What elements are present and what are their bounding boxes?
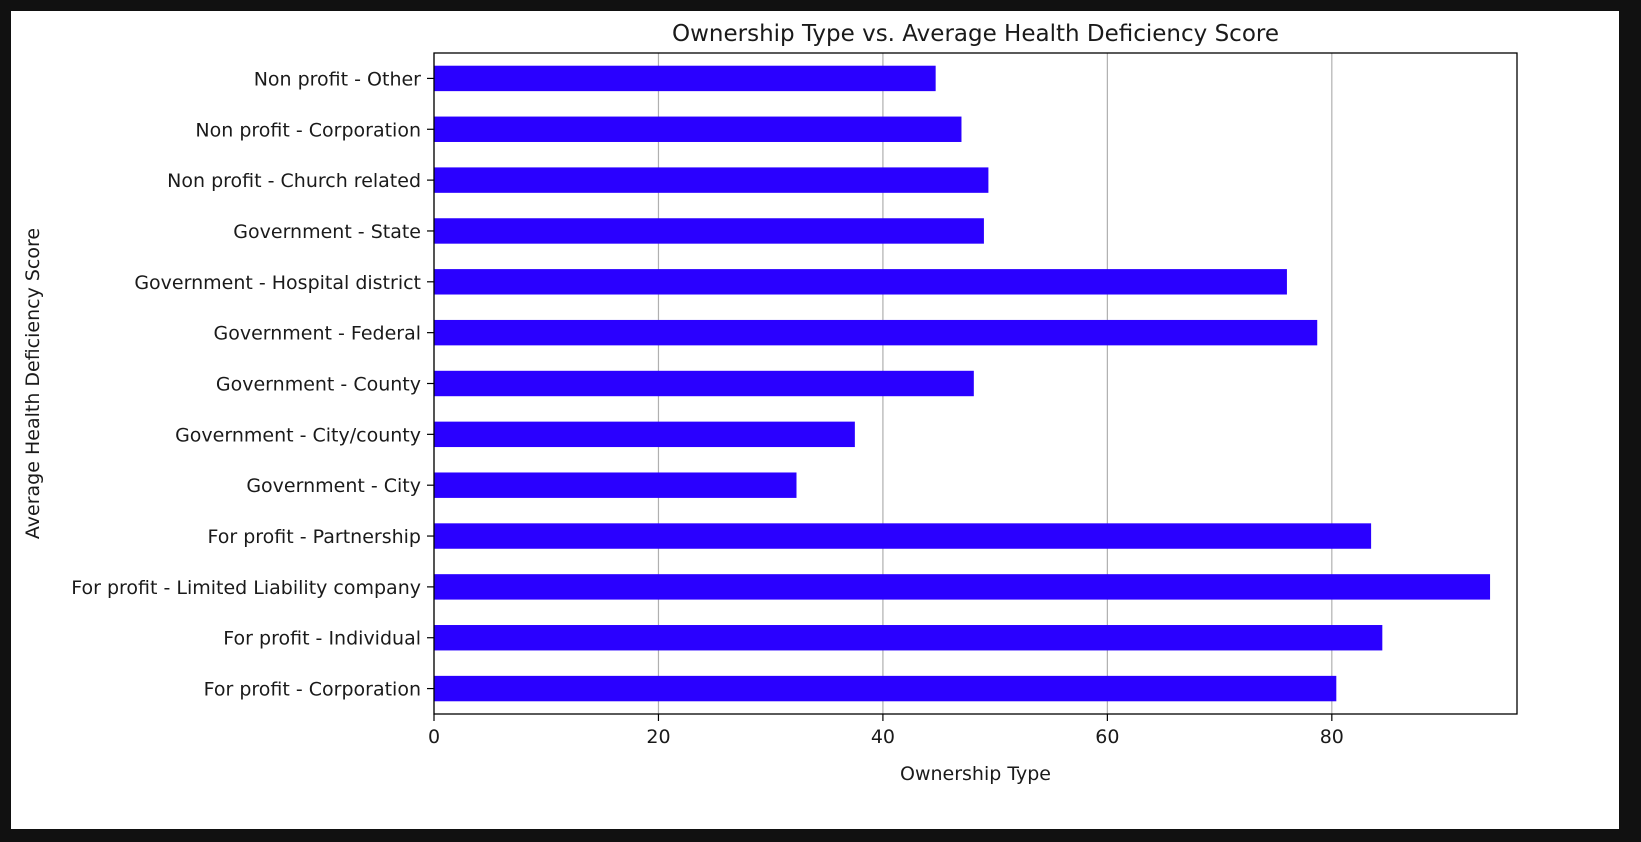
y-tick-label: Non profit - Corporation (195, 119, 421, 141)
x-axis-ticks: 0 20 40 60 80 (428, 714, 1344, 748)
bar (434, 472, 797, 498)
y-tick-label: Government - State (233, 221, 421, 243)
bar (434, 370, 974, 397)
y-tick-label: Government - City/county (175, 424, 421, 446)
x-tick-label: 0 (428, 726, 440, 748)
y-tick-label: Government - Federal (214, 323, 422, 345)
x-tick-label: 60 (1095, 726, 1119, 748)
bar (434, 625, 1383, 651)
x-tick-label: 20 (646, 726, 670, 748)
y-tick-label: Government - Hospital district (134, 272, 421, 294)
y-tick-label: Non profit - Church related (167, 170, 421, 192)
bar (434, 116, 962, 142)
bar (434, 675, 1337, 702)
bar (434, 421, 855, 448)
bar (434, 523, 1372, 549)
chart-title: Ownership Type vs. Average Health Defici… (672, 21, 1279, 47)
y-axis-ticks: For profit - Corporation For profit - Ind… (71, 68, 434, 701)
bar (434, 65, 936, 92)
y-tick-label: Government - City (246, 475, 421, 497)
bar (434, 167, 989, 193)
y-axis-title: Average Health Deficiency Score (22, 228, 44, 539)
y-tick-label: For profit - Partnership (208, 526, 422, 548)
y-tick-label: For profit - Limited Liability company (71, 577, 421, 599)
bar (434, 269, 1287, 295)
y-tick-label: Non profit - Other (254, 68, 421, 90)
bar (434, 218, 984, 244)
x-axis-title: Ownership Type (900, 763, 1051, 785)
bar (434, 319, 1318, 346)
chart-frame: Ownership Type vs. Average Health Defici… (11, 11, 1619, 829)
bar (434, 574, 1491, 600)
y-tick-label: Government - County (216, 374, 421, 396)
x-tick-label: 80 (1320, 726, 1344, 748)
x-tick-label: 40 (871, 726, 895, 748)
bar-chart: Ownership Type vs. Average Health Defici… (22, 21, 1518, 785)
bars (434, 65, 1491, 702)
y-tick-label: For profit - Corporation (204, 679, 421, 701)
y-tick-label: For profit - Individual (223, 628, 421, 650)
